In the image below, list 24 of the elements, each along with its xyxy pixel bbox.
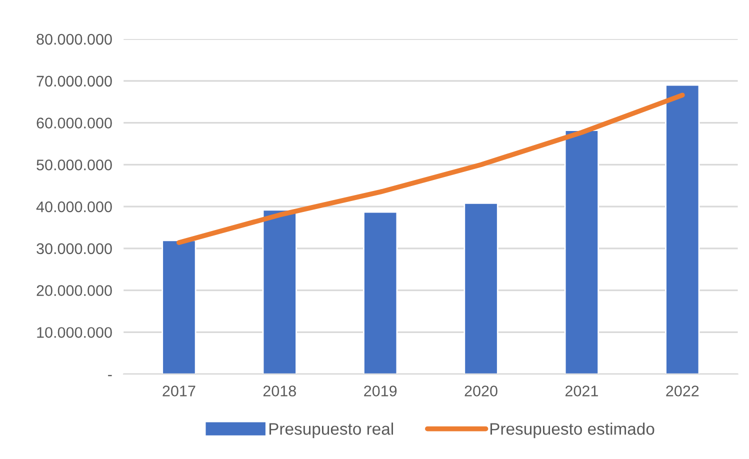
y-tick-label: 50.000.000 [36,160,112,170]
bar [564,130,600,374]
y-tick-label: 80.000.000 [36,34,112,45]
line-series [176,92,685,245]
x-tick-label: 2021 [565,386,598,396]
legend-label: Presupuesto real [269,422,393,438]
y-tick-label: 30.000.000 [36,243,112,254]
y-tick-label: - [108,374,112,376]
bar [665,84,700,374]
y-tick-label: 20.000.000 [36,285,112,296]
x-tick-label: 2022 [666,386,699,396]
x-tick-label: 2017 [162,386,196,396]
y-tick-label: 40.000.000 [36,201,112,212]
x-tick-label: 2019 [364,386,397,396]
bar [162,240,196,374]
y-tick-label: 60.000.000 [36,118,112,128]
x-tick-label: 2018 [263,386,296,396]
x-tick-label: 2020 [464,386,498,396]
bar [262,209,297,374]
y-tick-label: 10.000.000 [37,327,112,338]
legend-label: Presupuesto estimado [490,422,654,438]
bar [363,211,398,374]
y-tick-label: 70.000.000 [36,76,112,87]
bar [464,202,498,374]
